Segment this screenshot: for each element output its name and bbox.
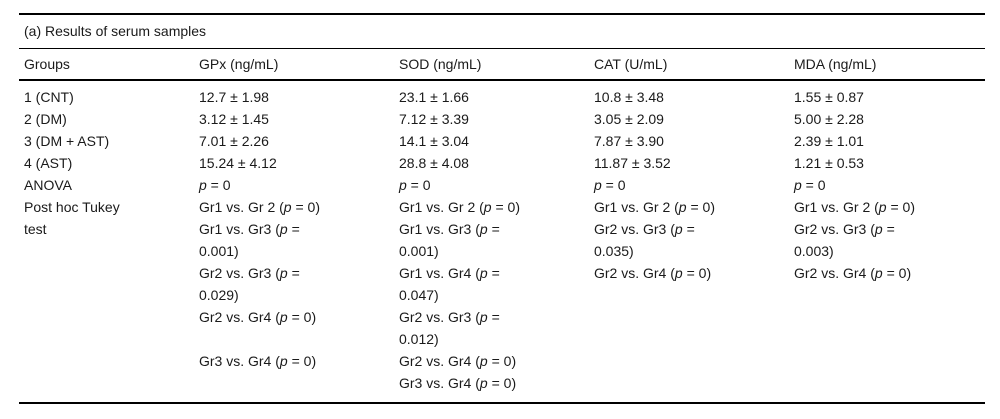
posthoc-cell: Gr1 vs. Gr4 (p = 0.047) [399, 265, 500, 303]
data-cell: p = 0 [594, 177, 626, 193]
table-row-ast: 4 (AST) 15.24 ± 4.12 28.8 ± 4.08 11.87 ±… [19, 152, 985, 174]
posthoc-cell [194, 372, 394, 402]
data-cell: 15.24 ± 4.12 [199, 155, 277, 171]
results-table-panel: (a) Results of serum samples Groups GPx … [19, 13, 985, 404]
column-header-groups: Groups [19, 49, 194, 81]
row-label: 4 (AST) [24, 155, 73, 171]
posthoc-cell [589, 350, 789, 372]
data-cell: 7.01 ± 2.26 [199, 133, 269, 149]
posthoc-cell: Gr2 vs. Gr4 (p = 0) [594, 265, 712, 281]
table-row-dm-ast: 3 (DM + AST) 7.01 ± 2.26 14.1 ± 3.04 7.8… [19, 130, 985, 152]
table-row-dm: 2 (DM) 3.12 ± 1.45 7.12 ± 3.39 3.05 ± 2.… [19, 108, 985, 130]
posthoc-cell: Gr1 vs. Gr3 (p = 0.001) [199, 221, 300, 259]
header-row: Groups GPx (ng/mL) SOD (ng/mL) CAT (U/mL… [19, 49, 985, 81]
data-cell: 7.87 ± 3.90 [594, 133, 664, 149]
table-caption: (a) Results of serum samples [19, 15, 985, 49]
data-cell: 7.12 ± 3.39 [399, 111, 469, 127]
posthoc-cell: Gr2 vs. Gr3 (p = 0.035) [594, 221, 695, 259]
row-label-posthoc: Post hoc Tukey test [24, 199, 120, 237]
posthoc-cell: Gr1 vs. Gr3 (p = 0.001) [399, 221, 500, 259]
row-label: 2 (DM) [24, 111, 67, 127]
posthoc-cell: Gr3 vs. Gr4 (p = 0) [399, 375, 517, 391]
data-cell: 3.12 ± 1.45 [199, 111, 269, 127]
column-header-cat: CAT (U/mL) [589, 49, 789, 81]
row-label: 1 (CNT) [24, 89, 74, 105]
data-cell: 28.8 ± 4.08 [399, 155, 469, 171]
posthoc-cell [789, 350, 985, 372]
posthoc-cell: Gr2 vs. Gr4 (p = 0) [199, 309, 317, 325]
posthoc-cell [789, 372, 985, 402]
posthoc-cell: Gr1 vs. Gr 2 (p = 0) [199, 199, 320, 215]
posthoc-cell [589, 372, 789, 402]
data-cell: 12.7 ± 1.98 [199, 89, 269, 105]
data-cell: 5.00 ± 2.28 [794, 111, 864, 127]
data-cell: 14.1 ± 3.04 [399, 133, 469, 149]
data-cell: 1.55 ± 0.87 [794, 89, 864, 105]
posthoc-cell: Gr2 vs. Gr3 (p = 0.029) [199, 265, 300, 303]
results-table: Groups GPx (ng/mL) SOD (ng/mL) CAT (U/mL… [19, 49, 985, 402]
posthoc-row: Gr2 vs. Gr4 (p = 0) Gr2 vs. Gr3 (p = 0.01… [19, 306, 985, 350]
column-header-mda: MDA (ng/mL) [789, 49, 985, 81]
posthoc-cell: Gr1 vs. Gr 2 (p = 0) [594, 199, 715, 215]
data-cell: p = 0 [399, 177, 431, 193]
posthoc-cell: Gr1 vs. Gr 2 (p = 0) [399, 199, 520, 215]
posthoc-cell: Gr3 vs. Gr4 (p = 0) [199, 353, 317, 369]
posthoc-row: Post hoc Tukey test Gr1 vs. Gr 2 (p = 0)… [19, 196, 985, 237]
row-label: ANOVA [24, 177, 72, 193]
posthoc-cell [789, 306, 985, 350]
posthoc-cell: Gr2 vs. Gr4 (p = 0) [399, 353, 517, 369]
posthoc-cell [589, 306, 789, 350]
column-header-gpx: GPx (ng/mL) [194, 49, 394, 81]
data-cell: 10.8 ± 3.48 [594, 89, 664, 105]
data-cell: 3.05 ± 2.09 [594, 111, 664, 127]
data-cell: 11.87 ± 3.52 [594, 155, 671, 171]
data-cell: p = 0 [199, 177, 231, 193]
column-header-sod: SOD (ng/mL) [394, 49, 589, 81]
data-cell: 23.1 ± 1.66 [399, 89, 469, 105]
posthoc-cell: Gr2 vs. Gr3 (p = 0.012) [399, 309, 500, 347]
posthoc-cell: Gr2 vs. Gr4 (p = 0) [794, 265, 912, 281]
data-cell: 2.39 ± 1.01 [794, 133, 864, 149]
posthoc-row: Gr1 vs. Gr3 (p = 0.001) Gr1 vs. Gr3 (p = 0… [19, 218, 985, 262]
posthoc-row: Gr3 vs. Gr4 (p = 0) [19, 372, 985, 402]
data-cell: p = 0 [794, 177, 826, 193]
data-cell: 1.21 ± 0.53 [794, 155, 864, 171]
posthoc-cell: Gr1 vs. Gr 2 (p = 0) [794, 199, 915, 215]
row-label: 3 (DM + AST) [24, 133, 110, 149]
table-row-cnt: 1 (CNT) 12.7 ± 1.98 23.1 ± 1.66 10.8 ± 3… [19, 80, 985, 108]
table-row-anova: ANOVA p = 0 p = 0 p = 0 p = 0 [19, 174, 985, 196]
posthoc-cell: Gr2 vs. Gr3 (p = 0.003) [794, 221, 895, 259]
posthoc-row: Gr3 vs. Gr4 (p = 0) Gr2 vs. Gr4 (p = 0) [19, 350, 985, 372]
posthoc-row: Gr2 vs. Gr3 (p = 0.029) Gr1 vs. Gr4 (p = 0… [19, 262, 985, 306]
